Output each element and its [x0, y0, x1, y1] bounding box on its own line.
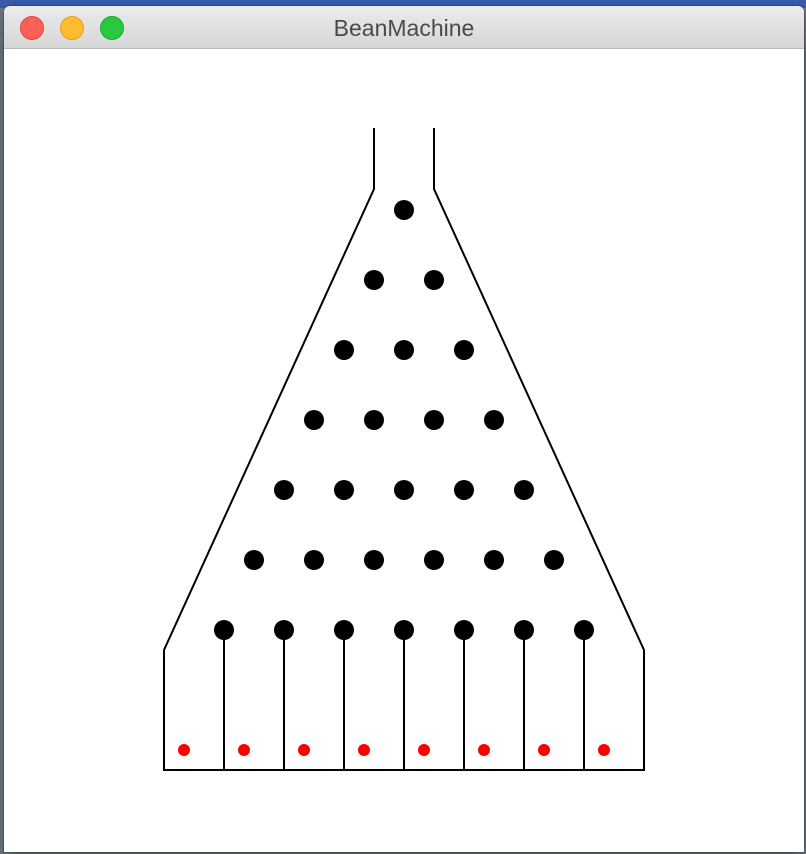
peg [454, 620, 474, 640]
bean-machine-window: BeanMachine [4, 6, 804, 852]
ball-slots [178, 744, 610, 756]
ball [478, 744, 490, 756]
ball [358, 744, 370, 756]
slot-dividers [223, 630, 585, 770]
peg [574, 620, 594, 640]
zoom-button[interactable] [100, 16, 124, 40]
peg [334, 340, 354, 360]
peg [364, 270, 384, 290]
peg [364, 550, 384, 570]
peg [244, 550, 264, 570]
peg [454, 340, 474, 360]
peg [484, 550, 504, 570]
peg [274, 620, 294, 640]
ball [538, 744, 550, 756]
peg [334, 620, 354, 640]
desktop-background [0, 0, 806, 8]
ball [298, 744, 310, 756]
peg [364, 410, 384, 430]
peg [394, 340, 414, 360]
ball [598, 744, 610, 756]
peg [274, 480, 294, 500]
peg [424, 550, 444, 570]
peg [394, 620, 414, 640]
peg [514, 480, 534, 500]
peg [214, 620, 234, 640]
canvas-area [4, 49, 804, 852]
ball [238, 744, 250, 756]
window-titlebar[interactable]: BeanMachine [4, 6, 804, 49]
peg [484, 410, 504, 430]
peg [334, 480, 354, 500]
peg [394, 200, 414, 220]
peg [394, 480, 414, 500]
peg [304, 410, 324, 430]
ball [418, 744, 430, 756]
close-button[interactable] [20, 16, 44, 40]
bean-machine-board [163, 128, 645, 771]
peg [424, 270, 444, 290]
peg [424, 410, 444, 430]
peg [514, 620, 534, 640]
ball [178, 744, 190, 756]
peg [454, 480, 474, 500]
peg-grid [214, 200, 594, 640]
window-title: BeanMachine [333, 15, 475, 41]
peg [544, 550, 564, 570]
peg [304, 550, 324, 570]
minimize-button[interactable] [60, 16, 84, 40]
